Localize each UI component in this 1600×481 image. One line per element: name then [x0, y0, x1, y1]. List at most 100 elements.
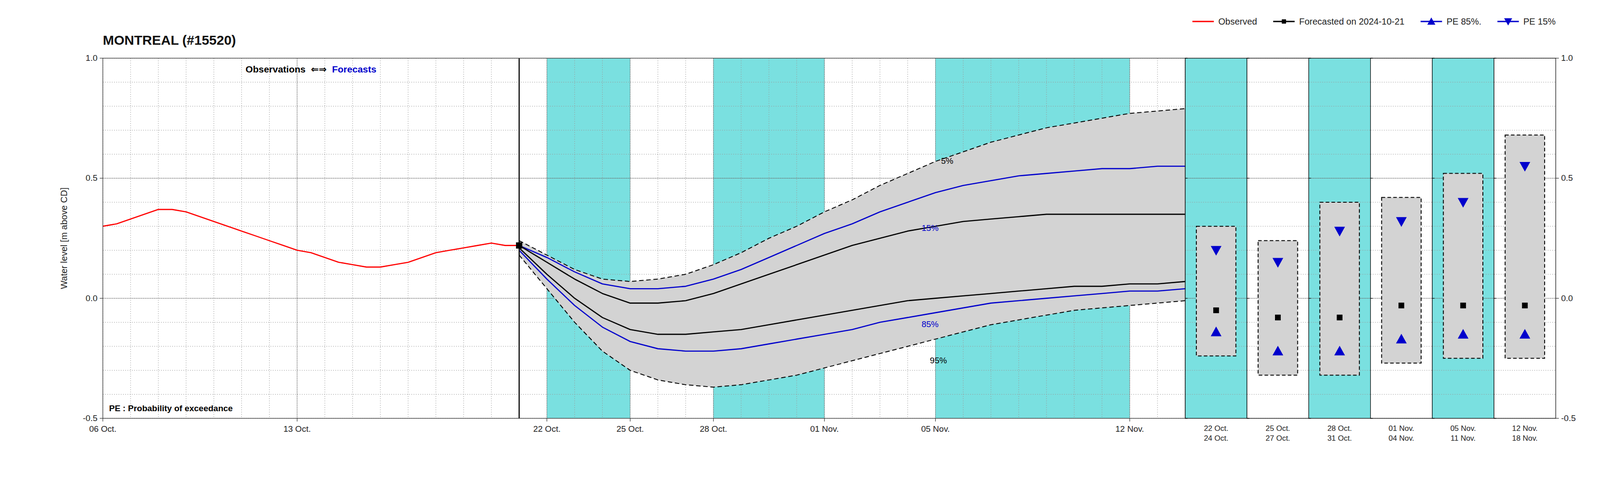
y-tick-label: -0.5	[82, 413, 98, 423]
minor-grid-line	[1370, 130, 1433, 131]
tick-mark	[1246, 417, 1250, 418]
series-line	[519, 247, 1186, 334]
minor-grid-line	[102, 81, 1186, 83]
tick-mark	[1555, 297, 1559, 299]
tick-mark	[1555, 417, 1559, 418]
plot-frame	[102, 58, 1186, 418]
range-box	[1443, 173, 1483, 359]
annotation: 85%	[921, 319, 939, 329]
x-tick-label: 25 Oct.	[616, 423, 644, 434]
forecast-start-line	[518, 58, 520, 418]
panel	[1370, 58, 1433, 418]
category-label: 01 Nov.04 Nov.	[1388, 423, 1415, 443]
annotation: 5%	[941, 156, 954, 166]
tick-mark	[824, 417, 825, 422]
tick-mark	[713, 417, 714, 422]
tick-mark	[1555, 177, 1559, 179]
panel-marker	[1210, 326, 1222, 337]
panel-background	[1494, 58, 1556, 418]
tick-mark	[99, 57, 103, 59]
minor-grid-line	[1308, 177, 1371, 179]
panel-background	[1246, 58, 1309, 418]
category-label: 12 Nov.18 Nov.	[1511, 423, 1538, 443]
grid-line	[1246, 177, 1309, 179]
x-tick-label: 06 Oct.	[88, 423, 117, 434]
tick-mark	[1432, 177, 1435, 179]
y-axis-label: Water level [m above CD]	[59, 187, 69, 289]
minor-grid-line	[435, 58, 437, 418]
minor-grid-line	[1185, 81, 1247, 83]
minor-grid-line	[491, 58, 492, 418]
category-label-line: 04 Nov.	[1388, 433, 1415, 443]
range-box	[1196, 226, 1236, 356]
legend-marker	[1427, 17, 1436, 25]
minor-grid-line	[130, 58, 131, 418]
x-tick-label: 12 Nov.	[1115, 423, 1145, 434]
minor-grid-line	[102, 130, 1186, 131]
minor-grid-line	[1246, 393, 1309, 395]
legend-label: PE 85%.	[1446, 16, 1482, 27]
tick-mark	[1370, 297, 1373, 299]
minor-grid-line	[1308, 393, 1371, 395]
minor-grid-line	[158, 58, 159, 418]
y-tick-label: -0.5	[1561, 413, 1576, 423]
minor-grid-line	[324, 58, 326, 418]
minor-grid-line	[213, 58, 215, 418]
minor-grid-line	[1246, 81, 1309, 83]
tick-mark	[1432, 57, 1435, 59]
panel-background	[1308, 58, 1371, 418]
tick-mark	[1370, 417, 1373, 418]
minor-grid-line	[1432, 369, 1495, 371]
category-label-line: 01 Nov.	[1388, 423, 1415, 433]
annotation: 95%	[929, 355, 947, 365]
legend: ObservedForecasted on 2024-10-21PE 85%.P…	[1192, 16, 1556, 27]
panel	[1494, 58, 1556, 418]
y-tick-label: 0.5	[1561, 173, 1573, 183]
tick-mark	[1185, 57, 1188, 59]
minor-grid-line	[379, 58, 381, 418]
panel-marker	[1213, 307, 1220, 313]
minor-grid-line	[1370, 393, 1433, 395]
tick-mark	[1494, 57, 1497, 59]
tick-mark	[1308, 297, 1312, 299]
title: MONTREAL (#15520)	[102, 32, 237, 48]
tick-mark	[1432, 417, 1435, 418]
panel-background	[1185, 58, 1247, 418]
tick-mark	[1494, 297, 1497, 299]
grid-line	[546, 58, 548, 418]
panel-background	[1370, 58, 1433, 418]
panel-frame	[1432, 58, 1495, 418]
category-label-line: 27 Oct.	[1265, 433, 1291, 443]
main-plot	[102, 58, 1186, 418]
panel	[1308, 58, 1371, 418]
legend-label: PE 15%	[1523, 16, 1556, 27]
tick-mark	[99, 417, 103, 418]
minor-grid-line	[1370, 81, 1433, 83]
minor-grid-line	[463, 58, 465, 418]
x-tick-label: 22 Oct.	[533, 423, 561, 434]
annotation: PE : Probability of exceedance	[109, 403, 233, 413]
minor-grid-line	[1308, 81, 1371, 83]
forecast-start-marker	[515, 242, 523, 249]
category-label-line: 25 Oct.	[1265, 423, 1291, 433]
minor-grid-line	[574, 58, 575, 418]
tick-mark	[1494, 177, 1497, 179]
tick-mark	[1129, 417, 1130, 422]
minor-grid-line	[1246, 225, 1309, 227]
y-tick-label: 0.0	[85, 293, 98, 303]
tick-mark	[1494, 417, 1497, 418]
minor-grid-line	[1246, 130, 1309, 131]
minor-grid-line	[1370, 153, 1433, 155]
x-tick-label: 28 Oct.	[699, 423, 727, 434]
series-line	[519, 249, 1186, 351]
legend-marker	[1281, 19, 1287, 24]
panel-marker	[1460, 302, 1466, 309]
grid-line	[296, 58, 298, 418]
tick-mark	[1308, 57, 1312, 59]
panel-frame	[1308, 58, 1371, 418]
series-line	[102, 209, 520, 267]
panel-frame	[1494, 58, 1556, 418]
minor-grid-line	[602, 58, 603, 418]
minor-grid-line	[1432, 153, 1495, 155]
tick-mark	[546, 417, 548, 422]
